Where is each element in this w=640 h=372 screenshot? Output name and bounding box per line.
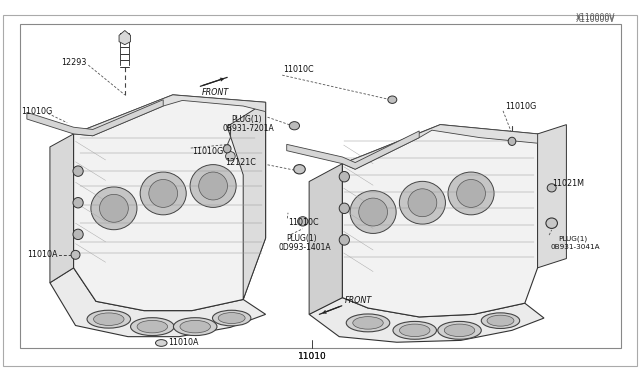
Ellipse shape: [225, 152, 236, 161]
Ellipse shape: [212, 310, 251, 326]
Text: 11010A: 11010A: [168, 338, 199, 347]
Ellipse shape: [137, 320, 168, 333]
Text: FRONT: FRONT: [344, 296, 372, 305]
Ellipse shape: [91, 187, 137, 230]
Ellipse shape: [448, 172, 494, 215]
Ellipse shape: [148, 180, 178, 208]
Text: PLUG(1): PLUG(1): [232, 115, 262, 124]
Ellipse shape: [71, 250, 80, 259]
Text: 11021M: 11021M: [552, 179, 584, 187]
Ellipse shape: [298, 217, 308, 226]
Ellipse shape: [156, 340, 167, 346]
Polygon shape: [27, 100, 163, 136]
Text: 12121C: 12121C: [225, 158, 256, 167]
Ellipse shape: [73, 229, 83, 240]
Ellipse shape: [444, 324, 475, 337]
Ellipse shape: [438, 321, 481, 339]
Polygon shape: [309, 298, 544, 342]
Ellipse shape: [223, 145, 231, 153]
Ellipse shape: [218, 312, 245, 324]
Polygon shape: [342, 125, 538, 317]
Ellipse shape: [140, 172, 186, 215]
Ellipse shape: [100, 195, 129, 222]
Polygon shape: [309, 164, 342, 314]
Polygon shape: [50, 268, 266, 337]
Ellipse shape: [399, 324, 430, 337]
Ellipse shape: [353, 317, 383, 329]
Text: 11010: 11010: [298, 352, 326, 361]
Polygon shape: [20, 24, 621, 348]
Polygon shape: [74, 95, 266, 136]
Polygon shape: [3, 15, 637, 366]
Ellipse shape: [346, 314, 390, 332]
Text: 0D993-1401A: 0D993-1401A: [278, 243, 331, 252]
Ellipse shape: [180, 320, 211, 333]
Text: 11010G: 11010G: [506, 102, 537, 110]
Ellipse shape: [173, 318, 217, 336]
Text: FRONT: FRONT: [202, 88, 229, 97]
Ellipse shape: [339, 235, 349, 245]
Polygon shape: [74, 95, 266, 311]
Ellipse shape: [399, 182, 445, 224]
Text: X110000V: X110000V: [576, 15, 616, 24]
Ellipse shape: [547, 184, 556, 192]
Ellipse shape: [487, 315, 514, 326]
Text: 11010G: 11010G: [21, 107, 52, 116]
Text: X110000V: X110000V: [576, 13, 616, 22]
Ellipse shape: [358, 198, 388, 226]
Ellipse shape: [408, 189, 436, 217]
Text: 11010C: 11010C: [288, 218, 319, 227]
Ellipse shape: [456, 180, 485, 208]
Ellipse shape: [508, 137, 516, 145]
Text: PLUG(1): PLUG(1): [287, 234, 317, 243]
Polygon shape: [342, 125, 538, 169]
Ellipse shape: [190, 165, 236, 208]
Text: 11010G: 11010G: [192, 147, 223, 156]
Ellipse shape: [339, 203, 349, 214]
Polygon shape: [50, 134, 74, 283]
Ellipse shape: [73, 166, 83, 176]
Text: 0B931-7201A: 0B931-7201A: [223, 124, 275, 133]
Polygon shape: [227, 102, 266, 299]
Text: 11010A: 11010A: [28, 250, 58, 259]
Ellipse shape: [289, 122, 300, 130]
Ellipse shape: [87, 310, 131, 328]
Polygon shape: [538, 125, 566, 268]
Ellipse shape: [388, 96, 397, 103]
Text: 11010: 11010: [298, 352, 326, 361]
Ellipse shape: [350, 191, 396, 234]
Text: 12293: 12293: [61, 58, 86, 67]
Ellipse shape: [481, 313, 520, 328]
Polygon shape: [119, 31, 131, 45]
Text: 0B931-3041A: 0B931-3041A: [550, 244, 600, 250]
Text: 11010C: 11010C: [284, 65, 314, 74]
Ellipse shape: [294, 164, 305, 174]
Ellipse shape: [198, 172, 228, 200]
Ellipse shape: [339, 171, 349, 182]
Text: PLUG(1): PLUG(1): [559, 235, 588, 242]
Ellipse shape: [393, 321, 436, 339]
Ellipse shape: [73, 198, 83, 208]
Ellipse shape: [546, 218, 557, 228]
Polygon shape: [287, 131, 419, 169]
Ellipse shape: [131, 318, 174, 336]
Ellipse shape: [93, 313, 124, 326]
